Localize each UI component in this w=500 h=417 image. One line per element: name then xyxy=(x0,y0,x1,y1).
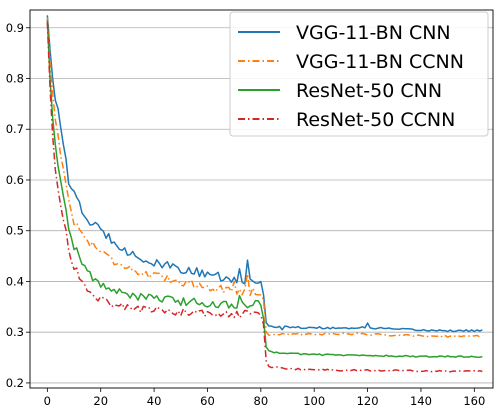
series-line xyxy=(46,22,483,373)
y-tick-label: 0.4 xyxy=(6,274,24,288)
x-tick-label: 0 xyxy=(44,394,51,408)
x-tick-label: 60 xyxy=(200,394,215,408)
y-tick-label: 0.2 xyxy=(6,376,24,390)
x-tick-label: 140 xyxy=(410,394,432,408)
legend-box xyxy=(229,11,489,137)
x-tick-label: 40 xyxy=(147,394,162,408)
legend: VGG-11-BN CNN VGG-11-BN CCNN ResNet-50 CNN… xyxy=(229,11,489,137)
x-tick-label: 100 xyxy=(303,394,325,408)
y-axis: 0.2 0.3 0.4 0.5 0.6 0.7 0.8 0.9 xyxy=(6,21,30,390)
x-tick-label: 80 xyxy=(254,394,269,408)
legend-label: VGG-11-BN CNN xyxy=(296,22,451,44)
series-lines xyxy=(46,15,483,373)
y-tick-label: 0.3 xyxy=(6,325,24,339)
y-tick-label: 0.7 xyxy=(6,122,24,136)
x-tick-label: 120 xyxy=(357,394,379,408)
y-tick-label: 0.6 xyxy=(6,173,24,187)
series-line xyxy=(46,19,483,359)
plot-frame xyxy=(29,9,494,389)
legend-label: ResNet-50 CNN xyxy=(296,80,442,102)
legend-label: ResNet-50 CCNN xyxy=(296,109,455,131)
y-tick-label: 0.8 xyxy=(6,71,24,85)
y-tick-label: 0.9 xyxy=(6,21,24,35)
y-tick-label: 0.5 xyxy=(6,224,24,238)
x-tick-label: 20 xyxy=(93,394,108,408)
legend-label: VGG-11-BN CCNN xyxy=(296,51,464,73)
x-axis: 0 20 40 60 80 100 120 140 160 xyxy=(44,388,485,408)
x-tick-label: 160 xyxy=(463,394,485,408)
